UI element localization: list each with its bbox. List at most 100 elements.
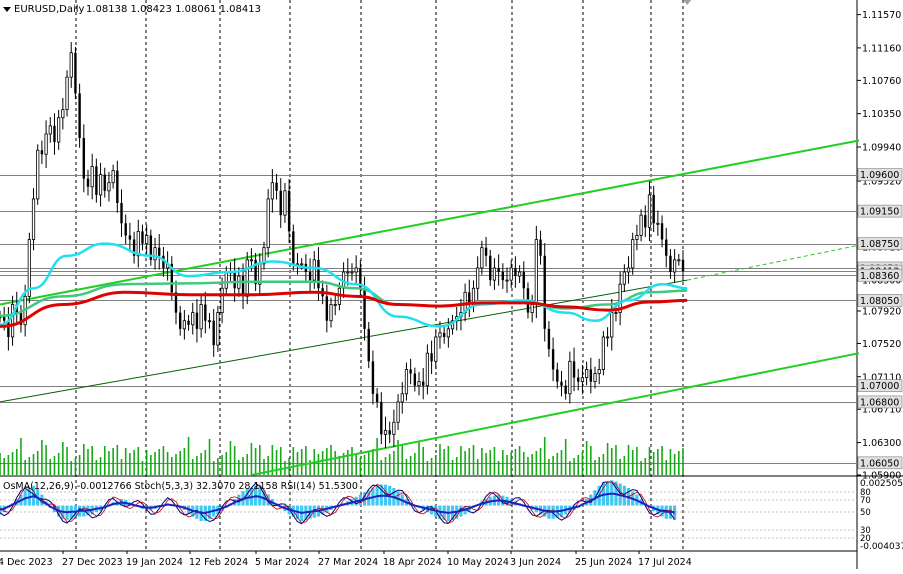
candle-body-bull — [145, 235, 149, 244]
ohlc-readout: 1.08138 1.08423 1.08061 1.08413 — [86, 4, 261, 15]
oscillator-level-label: 70 — [860, 496, 871, 506]
channel-mid-line — [0, 279, 688, 403]
y-tick-label: 1.06710 — [862, 405, 901, 416]
candle-body-bull — [530, 304, 534, 314]
candle-body-bear — [409, 369, 412, 374]
symbol-label: EURUSD,Daily — [14, 4, 85, 15]
chart-header: EURUSD,Daily 1.08138 1.08423 1.08061 1.0… — [3, 4, 261, 15]
candle-body-bull — [480, 247, 484, 269]
price-level-label-box — [857, 168, 903, 181]
x-tick-label: 19 Jan 2024 — [126, 557, 183, 568]
y-tick-label: 1.10350 — [862, 109, 901, 120]
y-tick-label: 1.11570 — [862, 10, 901, 21]
candle-body-bear — [522, 272, 525, 289]
price-level-label-text: 1.09150 — [860, 207, 899, 218]
x-tick-label: 4 Dec 2023 — [0, 557, 53, 568]
candle-body-bull — [597, 369, 601, 374]
candle-body-bull — [207, 320, 212, 323]
price-level-label: 1.08360 — [857, 268, 903, 282]
candle-body-bull — [610, 312, 614, 338]
y-tick-label: 1.11160 — [862, 43, 901, 54]
candle-body-bear — [497, 267, 500, 273]
candle-body-bull — [492, 267, 497, 281]
candle-body-bull — [36, 149, 40, 200]
candle-body-bear — [501, 272, 505, 281]
candle-body-bull — [383, 429, 388, 435]
candle-body-bear — [422, 381, 425, 386]
channel-upper-line — [0, 139, 860, 306]
candle-body-bear — [158, 247, 161, 256]
y-tick-label: 1.10760 — [862, 76, 901, 87]
price-level-label-text: 1.06050 — [860, 458, 899, 469]
candle-body-bear — [287, 190, 291, 232]
candle-body-bear — [551, 349, 555, 370]
candle-body-bull — [509, 267, 513, 281]
candle-body-bear — [669, 255, 672, 273]
candle-body-bear — [2, 316, 6, 321]
candle-body-bull — [191, 312, 195, 326]
candle-body-bear — [359, 267, 362, 289]
candle-body-bull — [476, 267, 480, 289]
candle-body-bull — [631, 239, 635, 269]
candle-body-bear — [124, 223, 127, 236]
price-level-label-box — [857, 395, 903, 409]
candle-body-bear — [660, 223, 664, 240]
candle-body-bear — [82, 138, 86, 179]
candle-body-bull — [216, 312, 220, 346]
candle-body-bear — [103, 174, 106, 191]
dropdown-triangle-icon[interactable] — [3, 7, 11, 12]
y-tick-label: 1.09520 — [862, 177, 901, 188]
candle-body-bull — [98, 174, 103, 196]
candle-body-bear — [589, 369, 593, 382]
candle-body-bull — [111, 170, 115, 184]
x-tick-label: 5 Mar 2024 — [255, 557, 309, 568]
candle-body-bull — [44, 133, 48, 155]
candle-body-bear — [430, 353, 433, 362]
candle-body-bull — [614, 312, 618, 315]
x-tick-label: 27 Dec 2023 — [62, 557, 123, 568]
price-level-label: 1.08050 — [857, 294, 903, 307]
candle-body-bull — [517, 271, 522, 277]
candle-body-bear — [40, 150, 44, 155]
candle-body-bear — [560, 381, 563, 386]
oscillator-level-label: 20 — [860, 534, 871, 544]
candle-body-bull — [438, 332, 442, 338]
candle-body-bull — [48, 125, 52, 135]
candle-body-bear — [539, 239, 542, 256]
candle-body-bull — [580, 377, 585, 383]
candle-body-bear — [204, 304, 207, 321]
time-axis: 4 Dec 2023 27 Dec 2023 19 Jan 2024 12 Feb 2… — [0, 551, 692, 568]
candle-body-bear — [212, 320, 215, 346]
candle-body-bull — [404, 369, 409, 395]
candle-body-bull — [199, 304, 203, 330]
candle-body-bear — [187, 320, 190, 325]
candle-body-bear — [170, 263, 173, 293]
price-level-label-box — [857, 204, 903, 218]
candle-body-bear — [543, 255, 546, 329]
oscillator-title: OsMA(12,26,9) -0.0012766 Stoch(5,3,3) 32… — [3, 481, 358, 492]
price-level-label-text: 1.08750 — [860, 239, 899, 250]
candle-body-bear — [644, 215, 647, 228]
candle-body-bull — [396, 401, 400, 423]
price-level-label-text: 1.08050 — [860, 296, 899, 307]
candle-body-bear — [371, 361, 375, 394]
price-level-label-text: 1.08360 — [860, 271, 899, 282]
candle-body-bear — [292, 231, 295, 264]
candle-body-bull — [677, 259, 681, 262]
candle-body-bull — [446, 328, 450, 338]
candle-body-bull — [31, 198, 36, 240]
x-tick-label: 17 Jul 2024 — [638, 557, 692, 568]
candle-body-bull — [57, 117, 61, 143]
price-level-label: 1.09150 — [857, 204, 903, 218]
candle-body-bear — [78, 93, 81, 139]
x-tick-label: 3 Jun 2024 — [510, 557, 561, 568]
candle-body-bull — [224, 271, 228, 289]
candle-body-bear — [254, 259, 257, 285]
candle-body-bear — [556, 369, 559, 382]
candle-body-bull — [635, 235, 639, 240]
channel-mid-extension — [687, 244, 860, 281]
